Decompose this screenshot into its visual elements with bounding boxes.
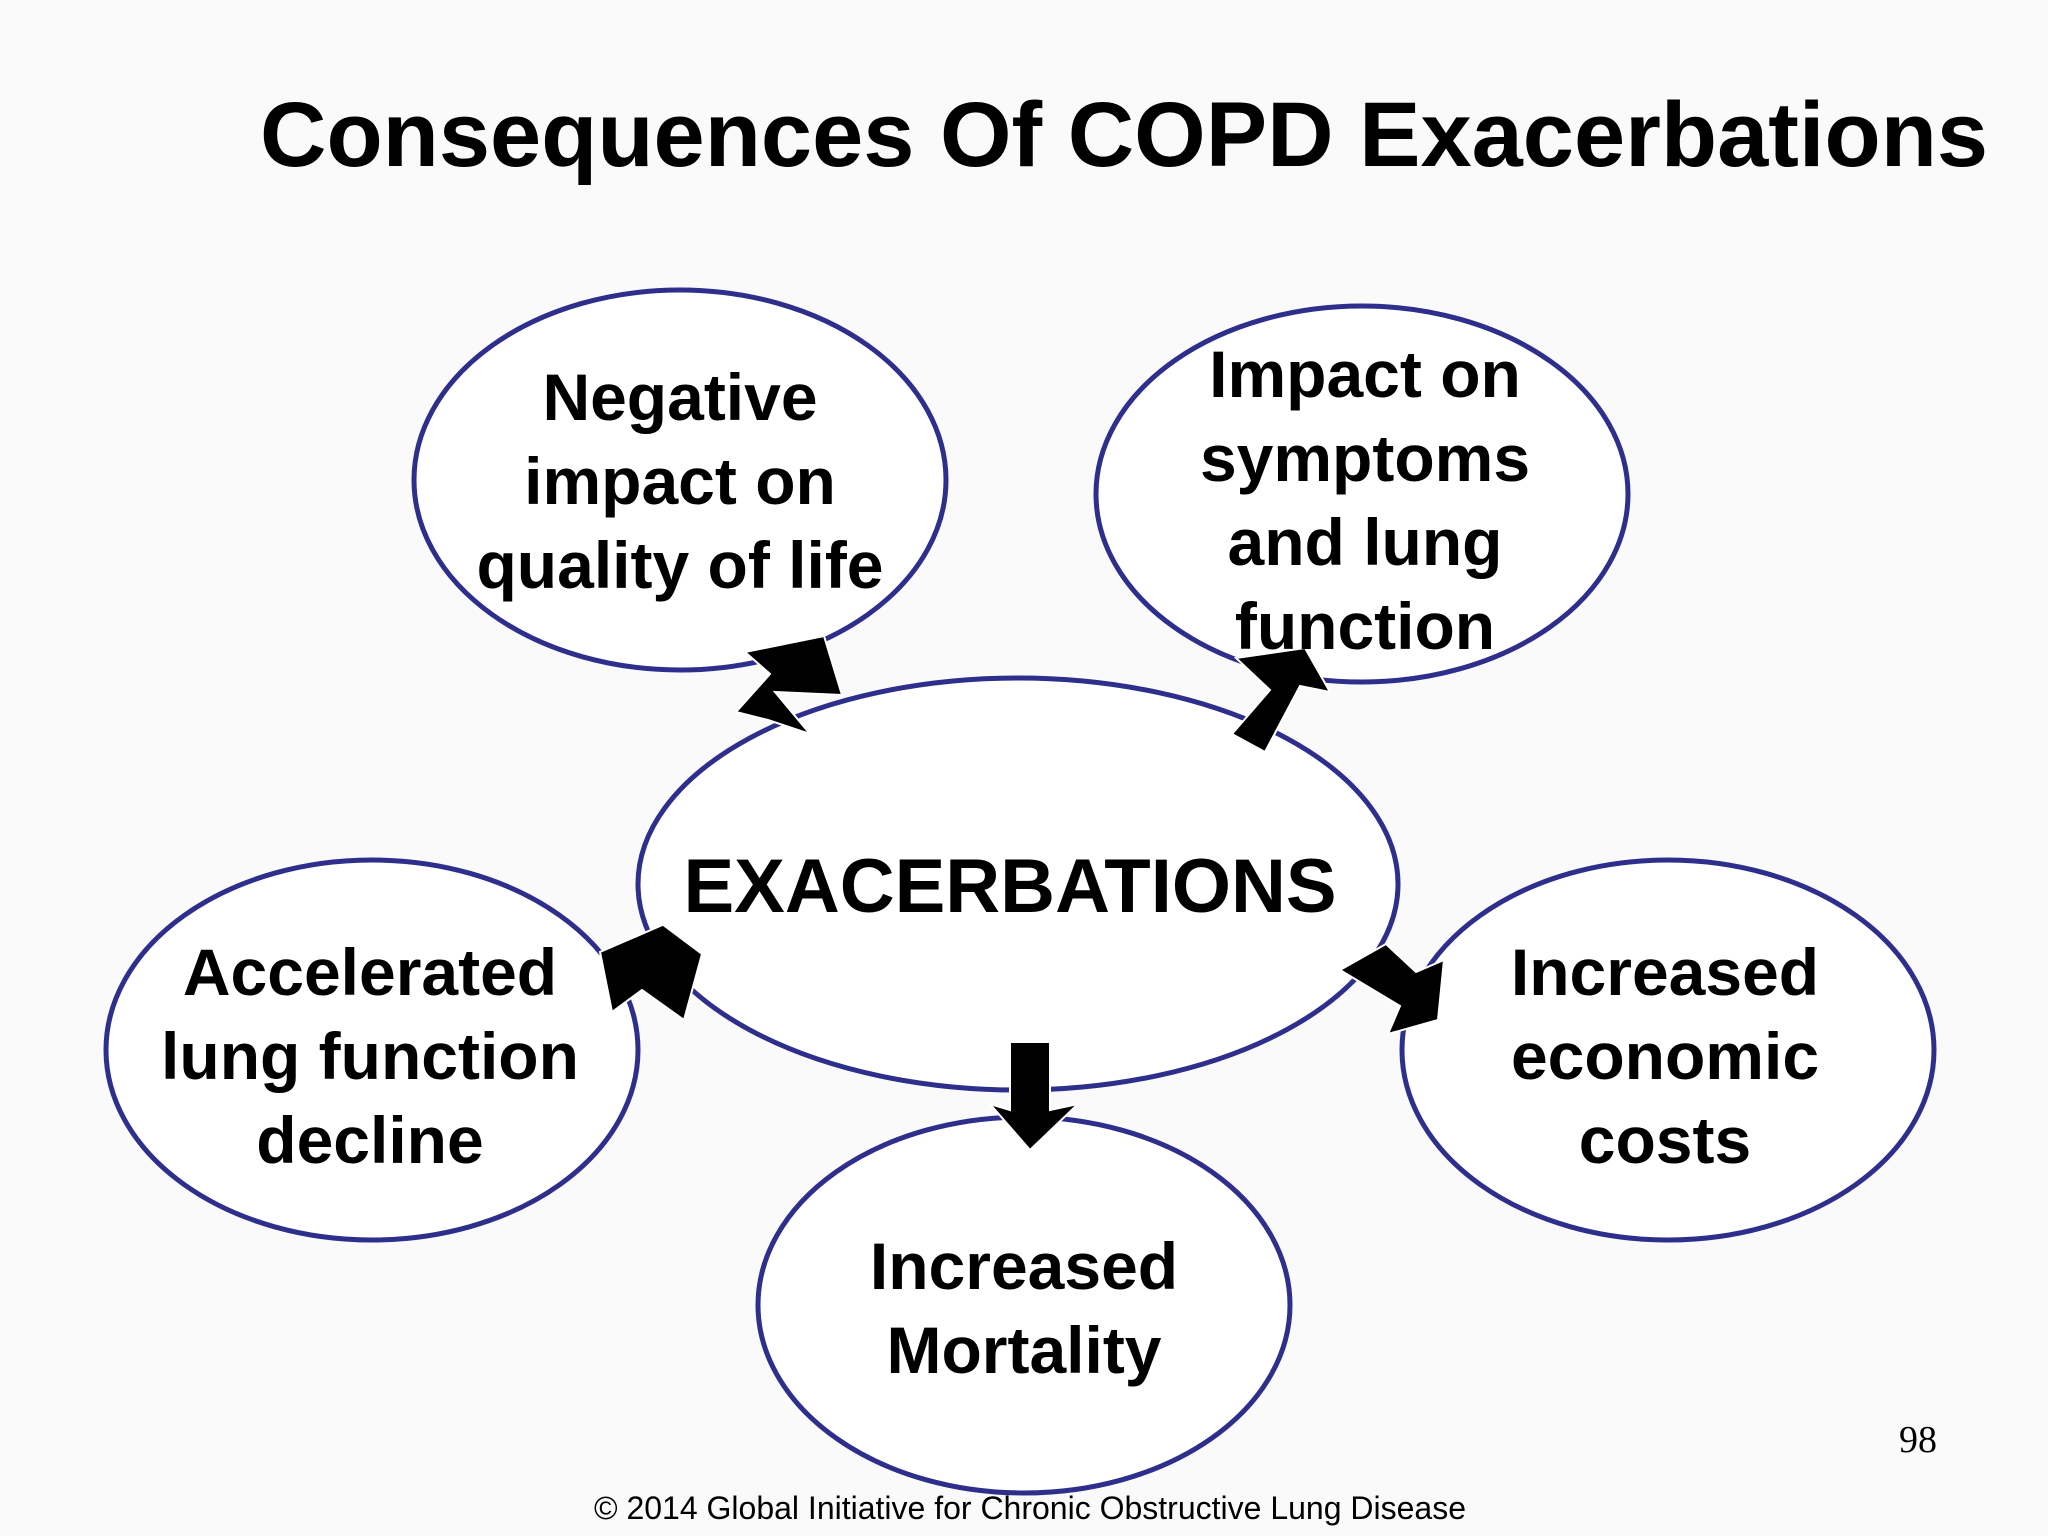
slide-title: Consequences Of COPD Exacerbations [260, 84, 1989, 186]
node-symptoms-line-1: Impact on [1209, 337, 1521, 411]
node-costs-line-3: costs [1578, 1103, 1752, 1177]
ellipse-quality-of-life [411, 287, 949, 673]
node-symptoms-line-2: symptoms [1199, 421, 1531, 495]
arrow-to-economic-costs [1338, 942, 1446, 1036]
ellipse-lung-function-decline [103, 857, 641, 1243]
node-mortality-line-1: Increased [869, 1229, 1179, 1303]
node-symptoms-line-4: function [1234, 589, 1496, 663]
node-lung-function-decline: Accelerated lung function decline [130, 930, 610, 1182]
node-decline-line-1: Accelerated [182, 935, 558, 1009]
page-number: 98 [1899, 1419, 1937, 1461]
arrow-to-mortality [986, 1041, 1082, 1152]
node-symptoms-lung-function: Impact on symptoms and lung function [1125, 332, 1605, 668]
node-quality-of-life-line-3: quality of life [476, 528, 884, 602]
node-exacerbations: EXACERBATIONS [660, 842, 1360, 932]
node-mortality: Increased Mortality [784, 1224, 1264, 1392]
node-symptoms-line-3: and lung [1227, 505, 1503, 579]
node-quality-of-life-line-1: Negative [542, 360, 818, 434]
node-mortality-line-2: Mortality [886, 1313, 1162, 1387]
node-costs-line-1: Increased [1510, 935, 1820, 1009]
ellipse-economic-costs [1399, 857, 1937, 1243]
arrow-to-lung-function-decline [598, 919, 704, 1022]
arrow-to-symptoms-lung-function [1230, 646, 1332, 754]
arrow-to-quality-of-life [734, 634, 844, 737]
node-quality-of-life: Negative impact on quality of life [440, 355, 920, 607]
copyright-notice: © 2014 Global Initiative for Chronic Obs… [593, 1490, 1466, 1526]
node-decline-line-2: lung function [161, 1019, 579, 1093]
node-exacerbations-label: EXACERBATIONS [683, 844, 1337, 929]
node-costs-line-2: economic [1510, 1019, 1820, 1093]
node-decline-line-3: decline [256, 1103, 484, 1177]
ellipse-symptoms-lung-function [1093, 303, 1631, 685]
node-economic-costs: Increased economic costs [1425, 930, 1905, 1182]
node-quality-of-life-line-2: impact on [524, 444, 836, 518]
